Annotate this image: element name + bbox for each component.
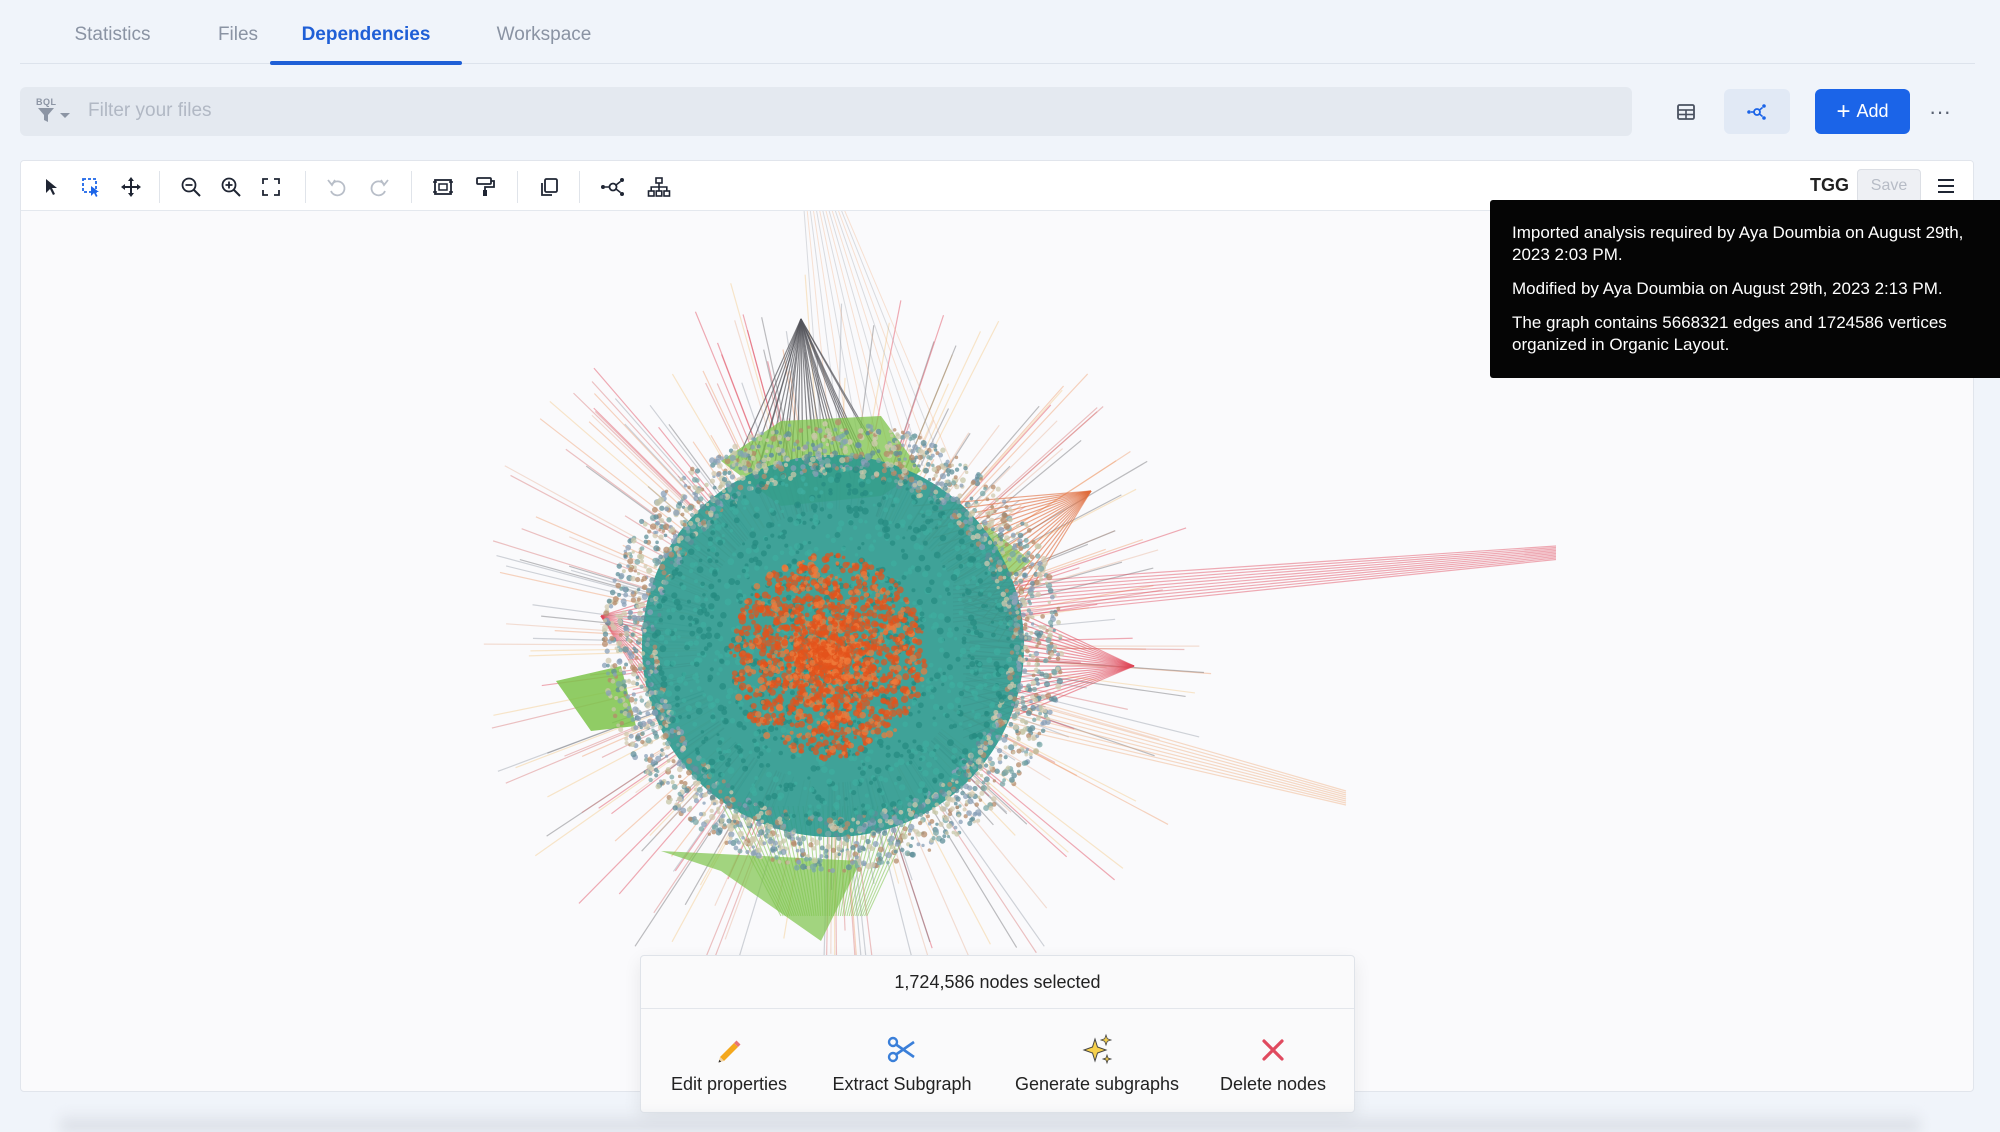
toolbar-divider — [159, 171, 160, 203]
pan-icon — [121, 177, 141, 197]
add-button[interactable]: + Add — [1815, 89, 1910, 134]
delete-nodes-label: Delete nodes — [1219, 1074, 1327, 1094]
edit-properties-button[interactable]: Edit properties — [669, 1032, 789, 1095]
redo-icon — [370, 179, 389, 197]
pointer-tool[interactable] — [37, 173, 65, 201]
frame-select-button[interactable] — [429, 173, 457, 201]
zoom-in-button[interactable] — [217, 173, 245, 201]
format-paint-button[interactable] — [471, 173, 499, 201]
tab-files[interactable]: Files — [217, 24, 259, 45]
pencil-icon — [718, 1040, 741, 1063]
pointer-icon — [46, 179, 57, 195]
tab-bar: Statistics Files Dependencies Workspace — [20, 0, 1975, 65]
zoom-out-button[interactable] — [177, 173, 205, 201]
table-view-button[interactable] — [1658, 89, 1714, 134]
graph-network-icon — [1747, 103, 1766, 120]
undo-button[interactable] — [323, 173, 351, 201]
plus-icon: + — [1836, 97, 1851, 125]
zoom-out-icon — [181, 177, 201, 197]
bql-label: BQL — [36, 97, 57, 107]
fit-screen-button[interactable] — [257, 173, 285, 201]
extract-subgraph-label: Extract Subgraph — [832, 1074, 972, 1094]
fit-screen-icon — [262, 178, 280, 196]
add-button-label: Add — [1856, 101, 1889, 121]
sparkles-icon — [1082, 1033, 1113, 1065]
pan-tool[interactable] — [117, 173, 145, 201]
selection-summary: 1,724,586 nodes selected — [641, 956, 1354, 1009]
toolbar-divider — [517, 171, 518, 203]
filter-input[interactable] — [88, 95, 1588, 127]
organic-layout-icon — [601, 178, 624, 196]
save-button[interactable]: Save — [1857, 169, 1921, 203]
graph-info-tooltip: Imported analysis required by Aya Doumbi… — [1490, 200, 2000, 378]
tab-statistics[interactable]: Statistics — [74, 24, 151, 45]
more-options-button[interactable]: ··· — [1918, 89, 1962, 134]
bottom-shadow — [60, 1110, 1920, 1132]
hierarchy-layout-button[interactable] — [645, 173, 673, 201]
lasso-select-icon — [82, 178, 99, 197]
frame-select-icon — [433, 179, 453, 195]
bql-filter-toggle[interactable]: BQL — [36, 97, 80, 127]
organic-layout-button[interactable] — [599, 173, 627, 201]
extract-subgraph-button[interactable]: Extract Subgraph — [827, 1032, 977, 1095]
generate-subgraphs-button[interactable]: Generate subgraphs — [1009, 1032, 1185, 1095]
tooltip-modified-info: Modified by Aya Doumbia on August 29th, … — [1512, 279, 1943, 298]
hierarchy-layout-icon — [647, 177, 671, 197]
scissors-icon — [887, 1036, 915, 1063]
copy-icon — [541, 178, 558, 196]
redo-button[interactable] — [365, 173, 393, 201]
funnel-icon — [38, 108, 70, 122]
hamburger-icon — [1938, 179, 1954, 193]
graph-visualization[interactable] — [21, 161, 1974, 1092]
undo-icon — [327, 179, 346, 197]
tab-dependencies[interactable]: Dependencies — [270, 0, 462, 65]
close-icon — [1262, 1039, 1284, 1061]
tab-workspace[interactable]: Workspace — [496, 24, 592, 45]
tooltip-import-info: Imported analysis required by Aya Doumbi… — [1512, 223, 1964, 264]
table-icon — [1677, 103, 1695, 120]
toolbar-divider — [579, 171, 580, 203]
ellipsis-icon: ··· — [1929, 98, 1951, 124]
tooltip-graph-stats: The graph contains 5668321 edges and 172… — [1512, 313, 1947, 354]
selection-actions-card: 1,724,586 nodes selected Edit properties… — [640, 955, 1355, 1113]
edit-properties-label: Edit properties — [670, 1074, 788, 1094]
lasso-select-tool[interactable] — [77, 173, 105, 201]
graph-canvas-panel: TGG Save — [20, 160, 1974, 1092]
filter-bar: BQL — [20, 87, 1632, 136]
delete-nodes-button[interactable]: Delete nodes — [1213, 1032, 1333, 1095]
graph-view-button[interactable] — [1724, 89, 1790, 134]
graph-menu-button[interactable] — [1933, 173, 1959, 199]
toolbar-divider — [411, 171, 412, 203]
graph-name[interactable]: TGG — [1810, 175, 1849, 195]
format-paint-icon — [476, 177, 495, 196]
generate-subgraphs-label: Generate subgraphs — [1014, 1074, 1180, 1094]
toolbar-divider — [305, 171, 306, 203]
zoom-in-icon — [221, 177, 241, 197]
copy-button[interactable] — [535, 173, 563, 201]
